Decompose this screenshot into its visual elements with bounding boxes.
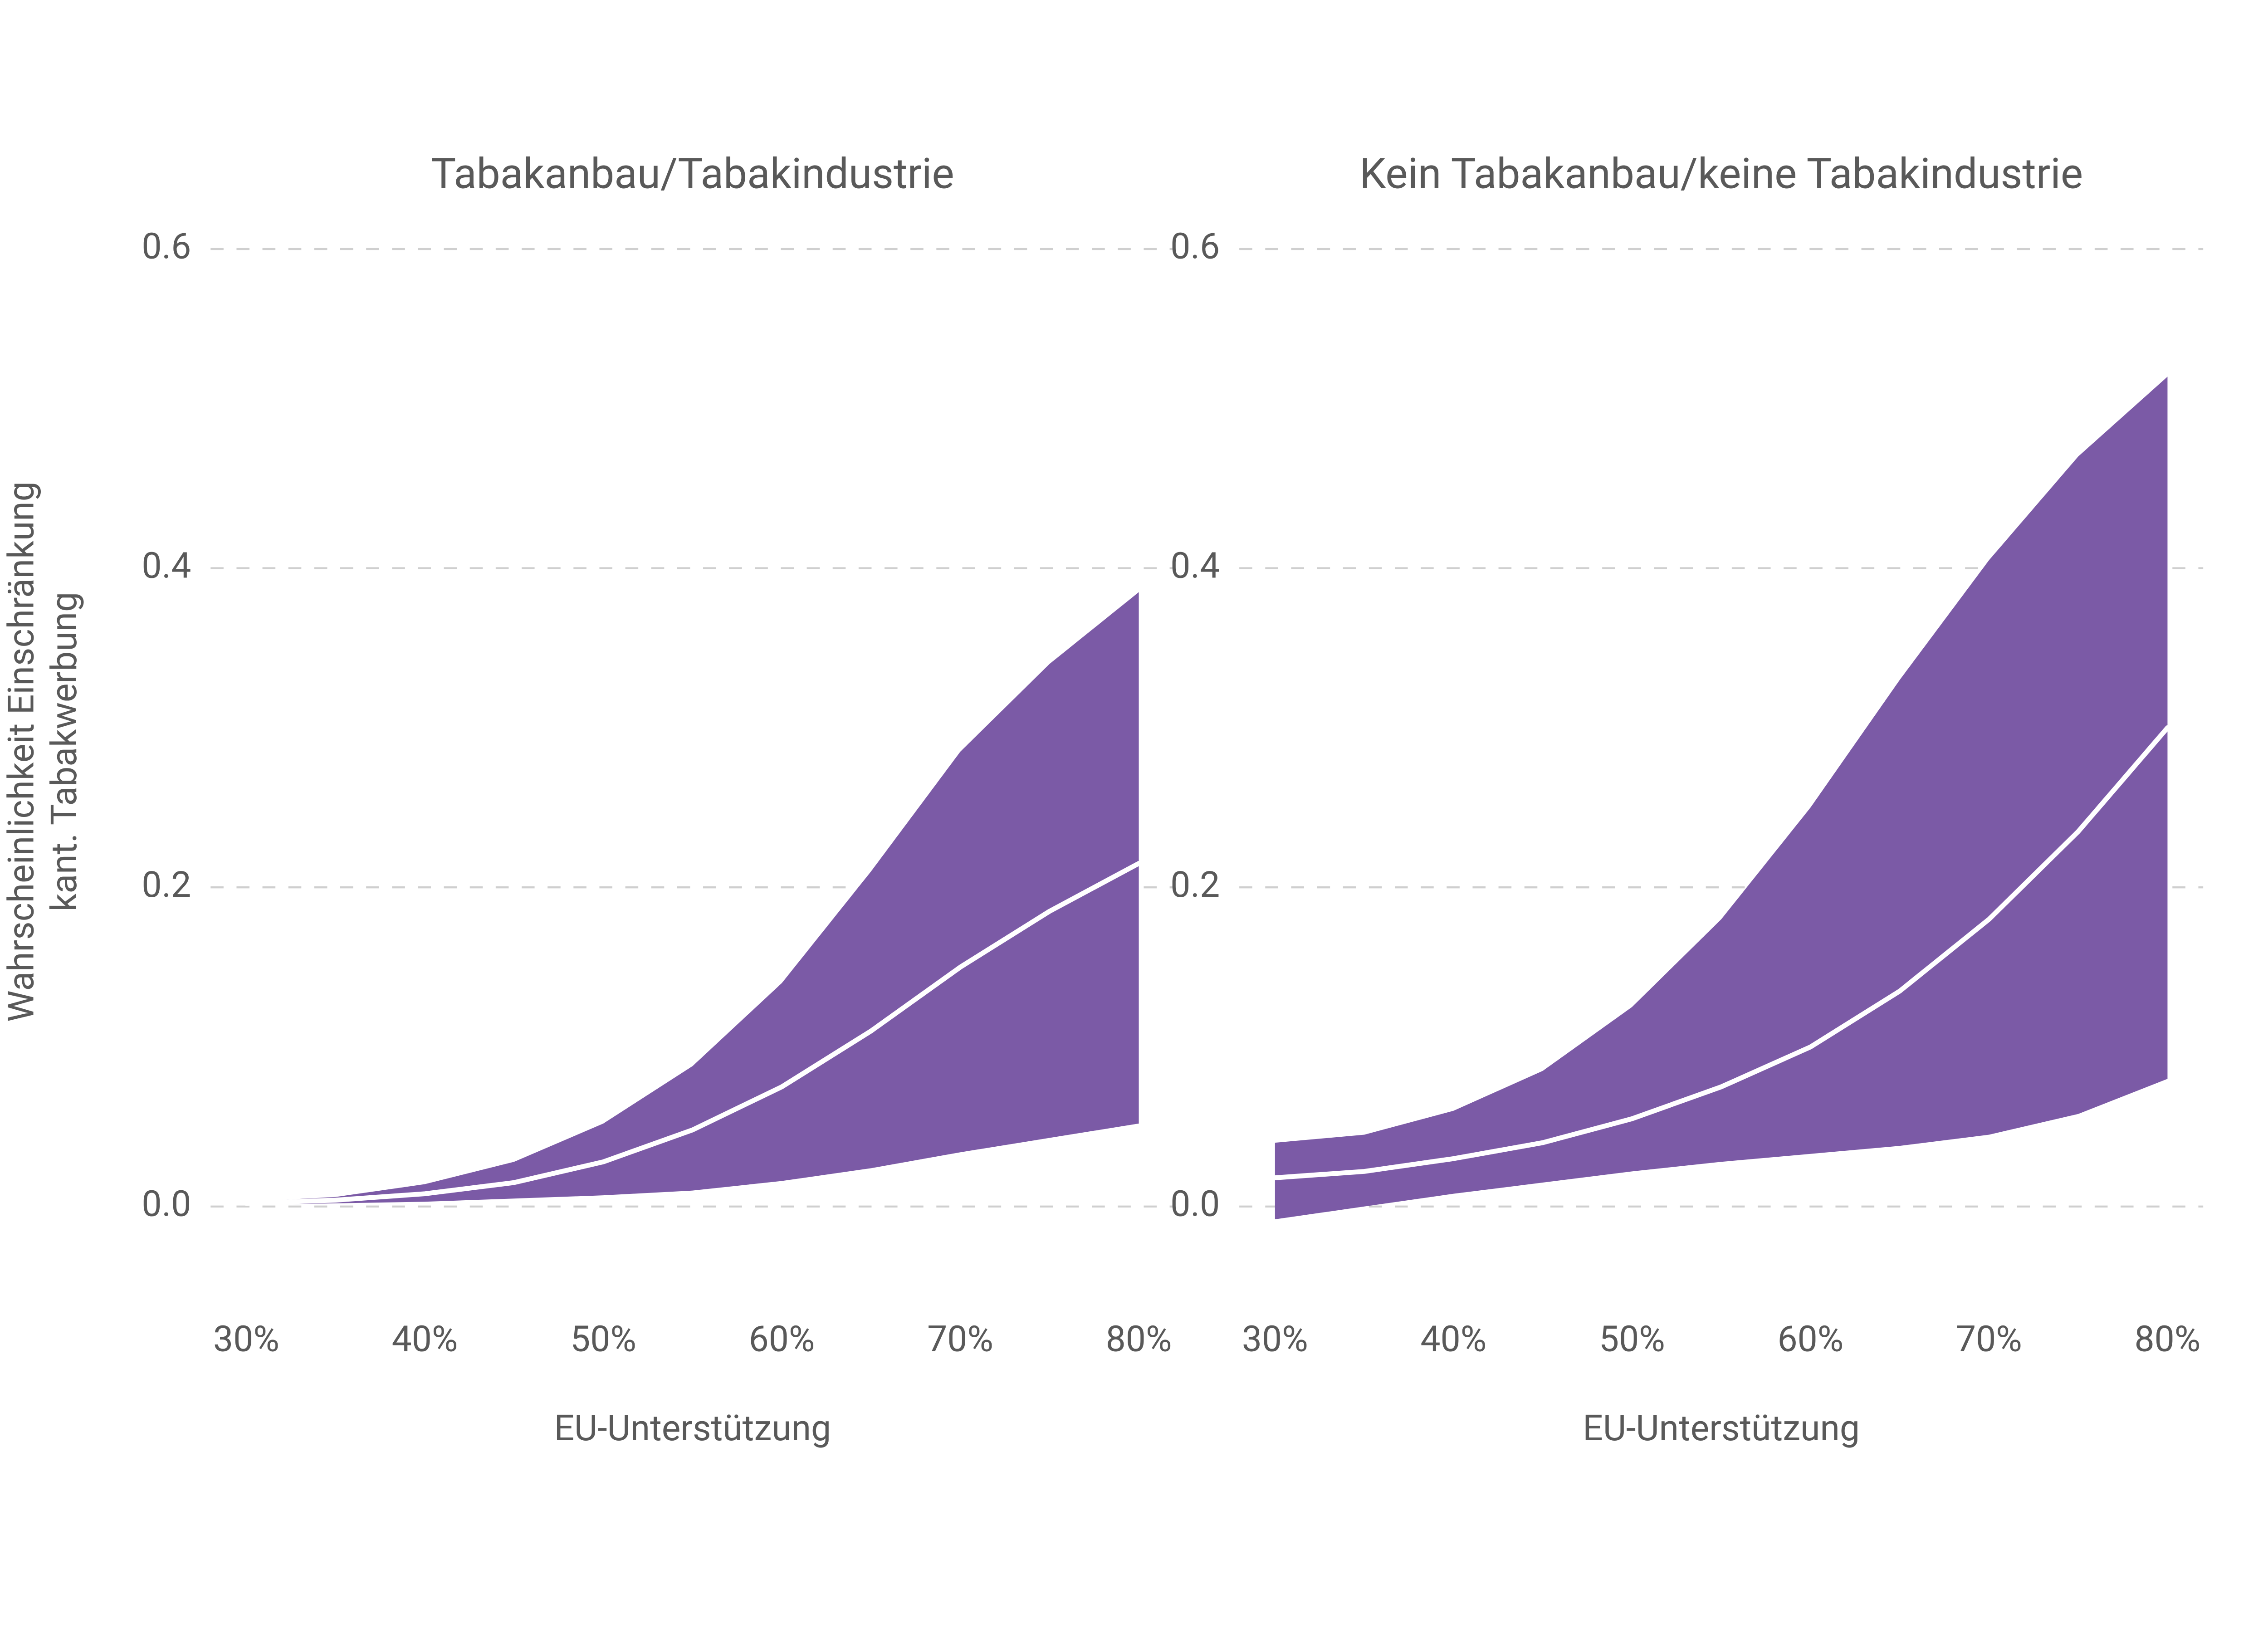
y-tick-label: 0.6 (142, 226, 191, 268)
y-tick-label: 0.6 (1170, 226, 1220, 268)
panel-right: Kein Tabakanbau/keine Tabakindustrie 0.0 0… (1170, 149, 2203, 1449)
x-tick-label: 80% (1106, 1319, 1172, 1360)
x-tick-label: 70% (927, 1319, 993, 1360)
svg-text:Wahrscheinlichkeit Einschränku: Wahrscheinlichkeit Einschränkung (1, 481, 43, 1022)
x-tick-label: 70% (1956, 1319, 2022, 1360)
figure: Wahrscheinlichkeit Einschränkungkant. Ta… (0, 0, 2268, 1633)
x-tick-label: 40% (1420, 1319, 1486, 1360)
y-tick-label: 0.0 (1170, 1183, 1220, 1225)
y-tick-label: 0.4 (142, 545, 191, 587)
x-tick-label: 60% (1777, 1319, 1843, 1360)
confidence-band (246, 592, 1139, 1205)
y-tick-label: 0.2 (142, 864, 191, 906)
x-tick-label: 40% (392, 1319, 458, 1360)
y-tick-label: 0.4 (1170, 545, 1220, 587)
y-axis-label: Wahrscheinlichkeit Einschränkungkant. Ta… (1, 481, 85, 1022)
panel-title: Kein Tabakanbau/keine Tabakindustrie (1359, 149, 2083, 198)
panel-left: Tabakanbau/Tabakindustrie 0.0 0.2 0.4 0.6 30%… (142, 149, 1174, 1449)
svg-text:kant. Tabakwerbung: kant. Tabakwerbung (44, 592, 85, 912)
y-tick-label: 0.0 (142, 1183, 191, 1225)
panel-title: Tabakanbau/Tabakindustrie (431, 149, 954, 198)
x-tick-label: 50% (1599, 1319, 1665, 1360)
confidence-band (1275, 376, 2168, 1219)
y-tick-label: 0.2 (1170, 864, 1220, 906)
x-tick-label: 50% (570, 1319, 636, 1360)
x-axis-label: EU-Unterstützung (1583, 1408, 1860, 1449)
x-tick-label: 30% (213, 1319, 279, 1360)
x-tick-label: 80% (2135, 1319, 2201, 1360)
x-tick-label: 30% (1242, 1319, 1308, 1360)
x-axis-label: EU-Unterstützung (554, 1408, 831, 1449)
x-tick-label: 60% (749, 1319, 815, 1360)
